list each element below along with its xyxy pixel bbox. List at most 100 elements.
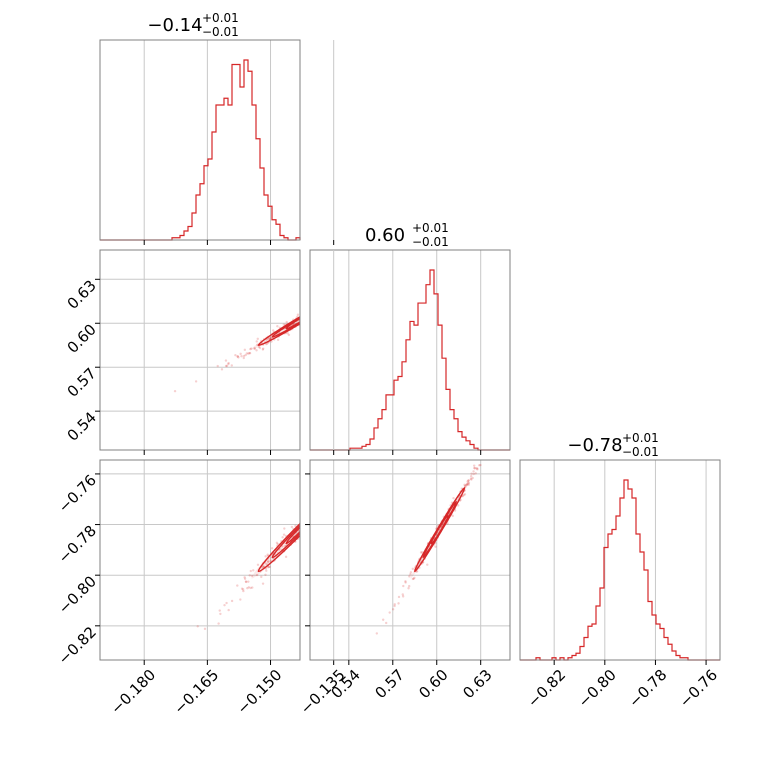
sample-point bbox=[375, 276, 377, 278]
sample-point bbox=[294, 524, 297, 528]
y-tick-label: −0.82 bbox=[55, 623, 100, 668]
sample-point bbox=[303, 320, 305, 322]
sample-point bbox=[223, 603, 226, 607]
sample-point bbox=[475, 467, 478, 470]
sample-point bbox=[248, 574, 251, 577]
sample-point bbox=[302, 318, 304, 320]
y-tick-label: 0.60 bbox=[64, 320, 100, 356]
sample-point bbox=[281, 536, 284, 539]
sample-point bbox=[249, 586, 252, 590]
sample-point bbox=[466, 480, 469, 483]
sample-point bbox=[334, 502, 336, 504]
sample-point bbox=[353, 282, 355, 284]
sample-point bbox=[315, 512, 317, 514]
sample-point bbox=[268, 336, 271, 340]
sample-point bbox=[404, 581, 407, 584]
sample-point bbox=[246, 586, 249, 590]
sample-point bbox=[324, 302, 326, 304]
sample-point bbox=[327, 305, 329, 307]
sample-point bbox=[385, 439, 387, 441]
sample-point bbox=[344, 485, 346, 487]
sample-point bbox=[240, 355, 243, 358]
sample-point bbox=[343, 292, 345, 294]
sample-point bbox=[320, 306, 322, 308]
hist-panel-0 bbox=[99, 39, 335, 245]
sample-point bbox=[227, 362, 230, 366]
sample-point bbox=[470, 472, 473, 475]
sample-point bbox=[284, 555, 288, 559]
sample-point bbox=[411, 567, 415, 571]
x-tick-label: −0.82 bbox=[524, 666, 569, 711]
sample-point bbox=[334, 486, 336, 488]
sample-point bbox=[313, 307, 315, 309]
sample-point bbox=[398, 261, 400, 263]
sample-point bbox=[311, 516, 313, 518]
sample-point bbox=[338, 293, 340, 295]
pair-content bbox=[196, 439, 387, 631]
sample-point bbox=[346, 485, 348, 487]
sample-point bbox=[307, 317, 309, 319]
sample-point bbox=[489, 443, 491, 445]
sample-point bbox=[328, 306, 330, 308]
sample-point bbox=[248, 351, 251, 355]
sample-point bbox=[323, 506, 325, 508]
sample-point bbox=[283, 527, 286, 530]
sample-point bbox=[242, 354, 246, 358]
sample-point bbox=[337, 298, 339, 300]
sample-point bbox=[360, 283, 362, 285]
y-tick-label: 0.54 bbox=[64, 408, 100, 444]
sample-point bbox=[302, 322, 304, 324]
sample-point bbox=[359, 280, 361, 282]
sample-point bbox=[302, 313, 304, 315]
sample-point bbox=[247, 580, 250, 583]
density-contour bbox=[285, 514, 300, 545]
sample-point bbox=[327, 494, 329, 496]
sample-point bbox=[409, 573, 412, 576]
sample-point bbox=[397, 595, 401, 599]
sample-point bbox=[307, 311, 309, 313]
sample-point bbox=[306, 316, 308, 318]
sample-point bbox=[236, 584, 239, 587]
sample-point bbox=[374, 272, 376, 274]
sample-point bbox=[305, 522, 307, 524]
sample-point bbox=[325, 502, 327, 504]
sample-point bbox=[353, 282, 355, 284]
sample-point bbox=[322, 507, 324, 509]
sample-point bbox=[353, 468, 355, 470]
sample-point bbox=[467, 481, 471, 485]
sample-point bbox=[338, 297, 340, 299]
sample-point bbox=[411, 577, 415, 581]
density-contour bbox=[271, 302, 300, 338]
sample-point bbox=[388, 611, 391, 614]
sample-point bbox=[397, 602, 400, 605]
sample-point bbox=[375, 632, 379, 635]
sample-point bbox=[334, 296, 336, 298]
sample-point bbox=[282, 533, 286, 536]
param-title-plus-2: +0.01 bbox=[622, 431, 659, 445]
sample-point bbox=[251, 586, 254, 589]
sample-point bbox=[322, 301, 324, 303]
sample-point bbox=[262, 565, 266, 568]
sample-point bbox=[276, 542, 279, 546]
sample-point bbox=[321, 496, 323, 498]
sample-point bbox=[243, 576, 246, 579]
sample-point bbox=[340, 489, 342, 491]
x-tick-label: 0.60 bbox=[415, 666, 451, 702]
sample-point bbox=[326, 304, 328, 306]
sample-point bbox=[318, 309, 320, 311]
sample-point bbox=[173, 389, 177, 393]
pair-panel-1-0: 0.54 0.57 0.60 0.63 bbox=[64, 249, 400, 455]
sample-point bbox=[303, 517, 305, 519]
sample-point bbox=[256, 337, 259, 341]
sample-point bbox=[472, 464, 476, 467]
sample-point bbox=[296, 313, 300, 316]
sample-point bbox=[462, 493, 466, 497]
sample-point bbox=[415, 570, 419, 573]
sample-point bbox=[216, 364, 219, 368]
sample-point bbox=[336, 487, 338, 489]
sample-point bbox=[303, 531, 305, 533]
density-contour bbox=[257, 486, 300, 573]
sample-point bbox=[363, 463, 365, 465]
sample-point bbox=[304, 314, 306, 316]
